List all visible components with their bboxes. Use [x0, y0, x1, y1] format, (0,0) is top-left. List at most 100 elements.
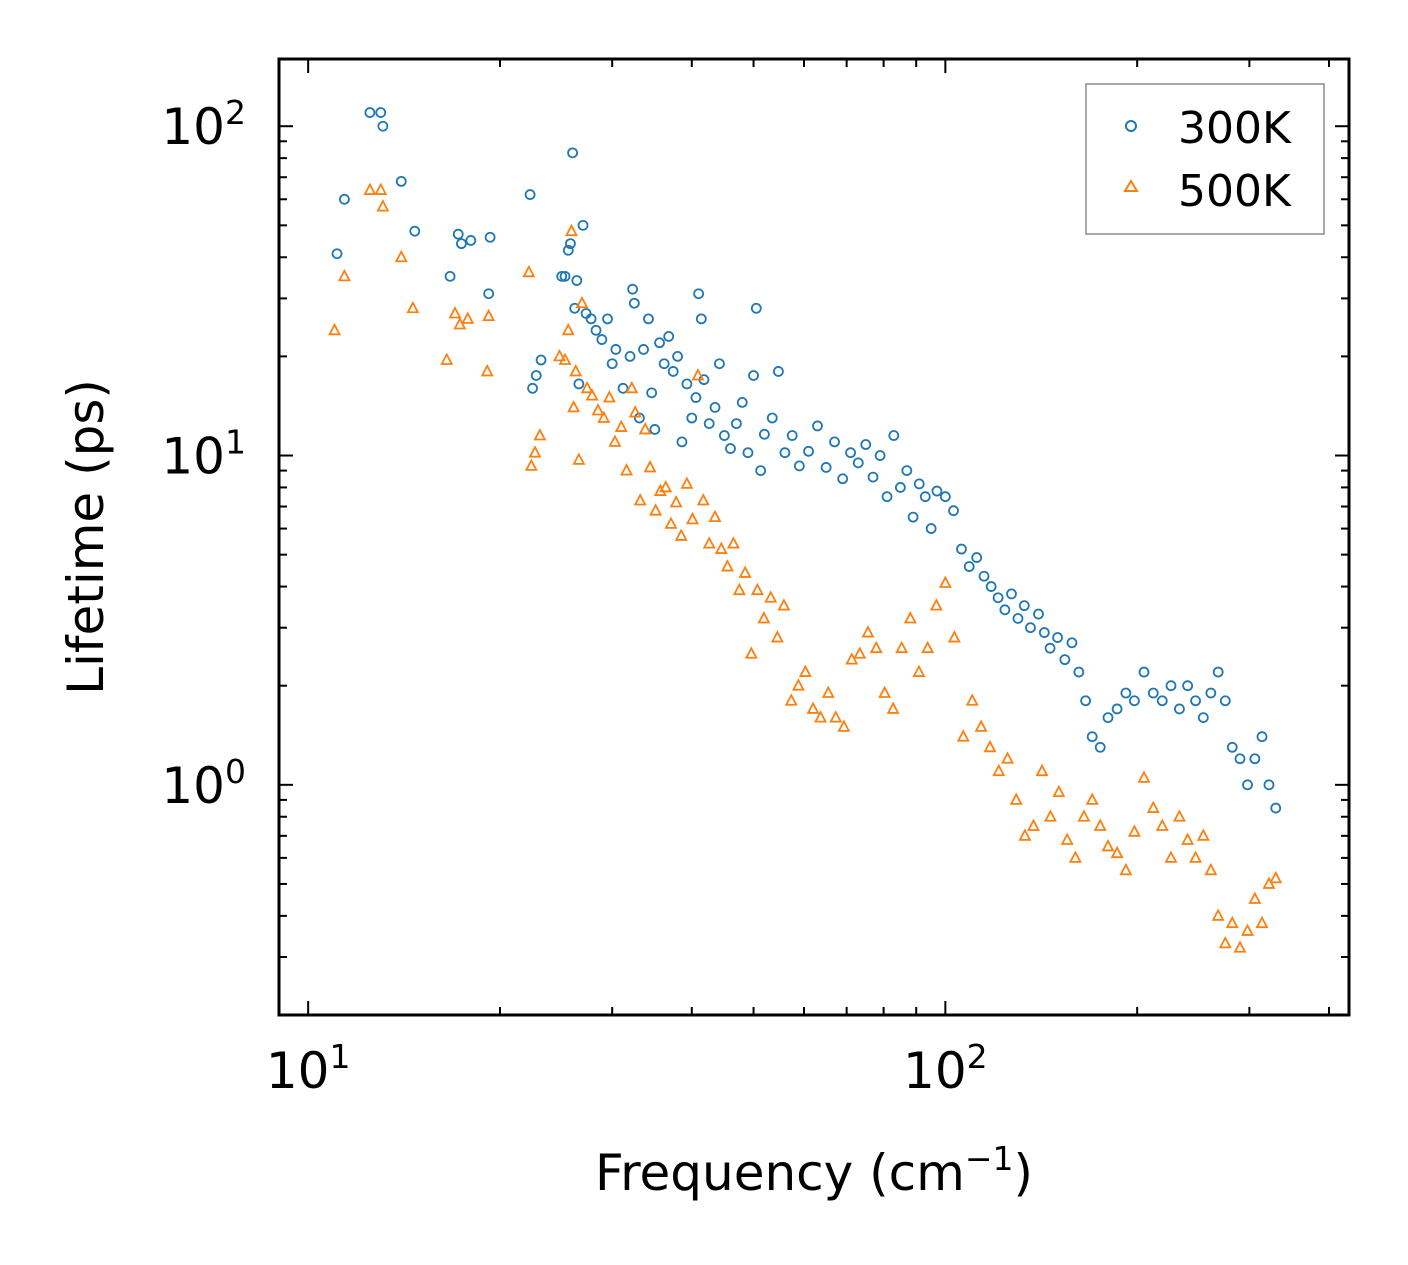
x-tick-label-0: 101: [266, 1037, 351, 1100]
point-300k-82: [888, 430, 900, 441]
y-tick-label-exponent: 0: [225, 752, 246, 791]
point-300k-12: [484, 231, 496, 243]
point-300k-91: [948, 505, 959, 517]
legend-label-300k: 300K: [1178, 103, 1292, 154]
point-300k-121: [1174, 703, 1185, 715]
point-500k-69: [845, 652, 859, 665]
point-300k-110: [1080, 695, 1092, 707]
point-300k-92: [956, 543, 967, 555]
point-500k-59: [770, 630, 784, 643]
point-300k-23: [571, 275, 583, 286]
point-300k-102: [1025, 622, 1036, 634]
point-500k-7: [440, 352, 454, 365]
point-300k-10: [465, 235, 477, 246]
point-300k-130: [1242, 779, 1253, 791]
point-500k-88: [1009, 792, 1023, 805]
point-500k-51: [720, 559, 734, 572]
point-500k-0: [328, 322, 342, 336]
series-300k: [331, 107, 1282, 814]
point-300k-66: [766, 412, 778, 424]
point-300k-75: [837, 473, 849, 485]
point-500k-84: [974, 719, 988, 732]
point-500k-57: [757, 611, 771, 624]
point-300k-61: [742, 447, 754, 459]
point-500k-1: [337, 268, 351, 282]
point-300k-109: [1073, 666, 1085, 678]
point-300k-127: [1219, 695, 1231, 707]
x-axis-label-tail: ): [1014, 1144, 1034, 1202]
point-500k-54: [738, 565, 752, 578]
x-tick-label-exponent: 1: [329, 1037, 350, 1076]
point-500k-117: [1248, 891, 1262, 904]
point-300k-85: [907, 511, 919, 523]
point-300k-67: [773, 366, 784, 377]
point-300k-98: [999, 604, 1011, 616]
point-300k-134: [1270, 802, 1282, 814]
point-500k-92: [1043, 809, 1057, 822]
point-500k-103: [1137, 770, 1151, 783]
point-500k-16: [533, 428, 547, 441]
point-500k-77: [912, 664, 926, 677]
point-500k-30: [608, 434, 622, 447]
point-300k-48: [681, 378, 693, 390]
point-500k-47: [696, 493, 710, 506]
point-500k-38: [649, 503, 663, 516]
point-300k-105: [1044, 642, 1056, 654]
point-500k-93: [1052, 784, 1066, 798]
y-tick-label-exponent: 1: [225, 423, 246, 462]
point-500k-107: [1172, 809, 1186, 822]
point-500k-99: [1101, 839, 1115, 852]
point-300k-131: [1249, 753, 1261, 765]
point-500k-118: [1255, 915, 1269, 929]
point-300k-89: [931, 485, 943, 497]
point-500k-5: [394, 249, 408, 263]
y-tick-label-base: 10: [161, 428, 225, 486]
data-points: [328, 107, 1283, 953]
point-300k-19: [562, 244, 574, 256]
point-500k-89: [1018, 828, 1032, 841]
point-300k-43: [658, 358, 670, 370]
point-300k-114: [1111, 703, 1123, 715]
point-500k-68: [837, 719, 851, 732]
point-300k-24: [573, 378, 585, 390]
point-300k-117: [1138, 666, 1150, 678]
point-300k-101: [1018, 600, 1030, 612]
point-500k-78: [921, 640, 935, 654]
point-300k-73: [820, 462, 832, 473]
point-300k-29: [596, 334, 608, 345]
point-500k-113: [1218, 935, 1232, 949]
point-300k-94: [971, 552, 983, 563]
point-300k-26: [580, 308, 592, 319]
point-300k-95: [978, 570, 990, 582]
point-300k-16: [535, 354, 547, 366]
point-300k-1: [339, 193, 350, 205]
point-300k-58: [725, 443, 736, 454]
point-300k-100: [1012, 613, 1024, 624]
point-300k-74: [829, 436, 840, 448]
x-tick-labels: 101 102: [266, 1037, 988, 1100]
point-500k-114: [1225, 915, 1239, 929]
x-axis-label-superscript: −1: [965, 1139, 1014, 1178]
point-500k-28: [597, 410, 611, 423]
x-tick-label-base: 10: [266, 1042, 330, 1100]
legend: 300K 500K: [1085, 83, 1325, 235]
point-500k-25: [580, 380, 594, 394]
point-500k-42: [669, 495, 683, 508]
point-300k-120: [1165, 680, 1177, 692]
point-300k-57: [718, 430, 730, 441]
point-500k-37: [643, 460, 657, 473]
point-300k-80: [874, 450, 886, 461]
point-300k-52: [695, 313, 707, 325]
point-300k-25: [577, 219, 589, 231]
point-300k-125: [1205, 687, 1217, 699]
point-300k-78: [860, 439, 872, 450]
x-axis-label-text: Frequency (cm: [595, 1144, 965, 1202]
point-300k-51: [693, 288, 705, 300]
point-300k-15: [530, 370, 542, 381]
point-300k-13: [524, 189, 536, 200]
point-500k-11: [480, 364, 494, 377]
point-500k-35: [633, 493, 647, 506]
point-500k-18: [558, 352, 572, 365]
point-300k-44: [663, 331, 675, 342]
